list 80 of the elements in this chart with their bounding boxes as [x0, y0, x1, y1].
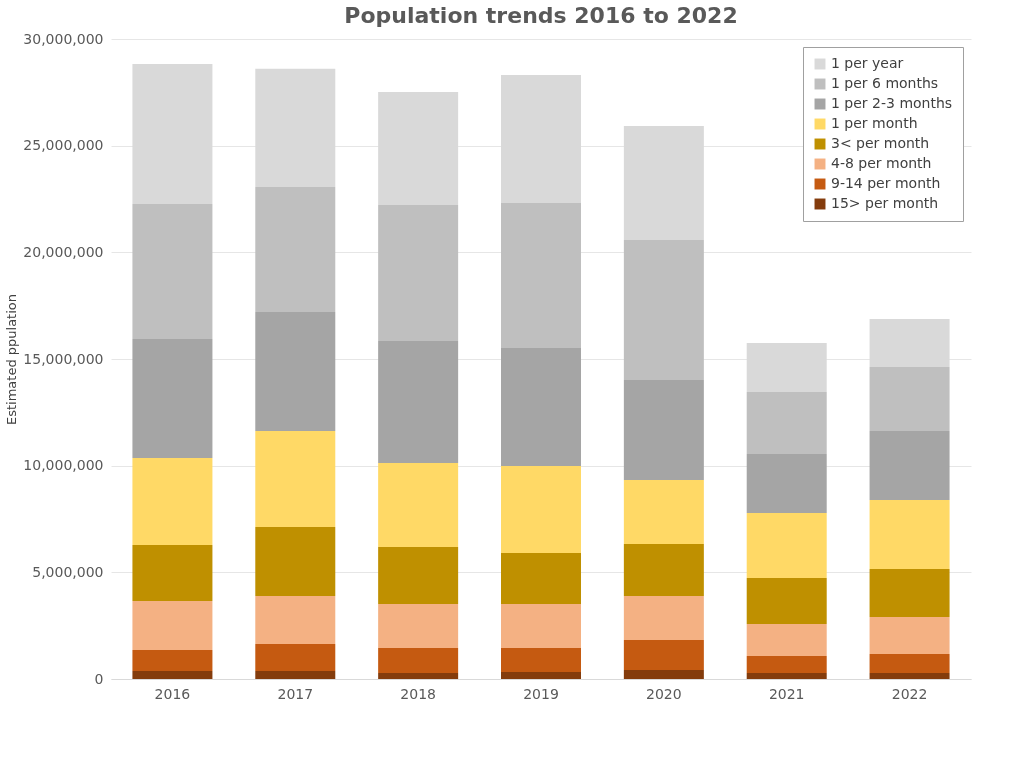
bar: [501, 603, 581, 649]
x-tick-label: 2022: [891, 685, 928, 702]
bar: [623, 670, 704, 679]
bar: [869, 654, 950, 674]
bar: [501, 671, 581, 679]
bar: [132, 545, 213, 601]
bar: [132, 671, 213, 679]
bar: [378, 648, 459, 674]
bar: [255, 312, 336, 431]
x-tick-label: 2017: [277, 685, 314, 702]
bar: [255, 671, 336, 679]
bar: [746, 513, 827, 579]
y-axis-title: Estimated ppulation: [4, 293, 20, 426]
legend-label: 1 per 2-3 months: [831, 95, 953, 111]
bar: [746, 673, 827, 679]
bar: [869, 318, 950, 367]
y-tick-label: 0: [94, 670, 104, 687]
bar: [746, 453, 827, 514]
bar: [378, 341, 459, 463]
y-tick-label: 15,000,000: [23, 350, 104, 367]
bar: [501, 348, 581, 467]
bar: [869, 500, 950, 569]
legend-label: 1 per 6 months: [831, 75, 939, 91]
bar: [132, 457, 213, 546]
bar: [501, 75, 581, 204]
x-tick-label: 2019: [523, 685, 559, 702]
y-tick-label: 5,000,000: [32, 563, 104, 580]
bar: [132, 338, 213, 458]
legend-label: 1 per month: [831, 115, 918, 131]
legend-label: 4-8 per month: [831, 155, 932, 171]
bar: [132, 63, 213, 204]
bar: [255, 430, 336, 527]
bar: [746, 655, 827, 674]
bar: [869, 568, 950, 617]
bar: [132, 649, 213, 672]
x-tick-label: 2020: [646, 685, 682, 702]
bar: [501, 648, 581, 672]
legend-label: 9-14 per month: [831, 175, 941, 191]
bar: [746, 343, 827, 393]
bar: [623, 126, 704, 240]
bar: [255, 187, 336, 313]
y-tick-label: 25,000,000: [23, 137, 104, 154]
bar: [869, 616, 950, 655]
y-tick-label: 20,000,000: [23, 243, 104, 260]
bar: [132, 600, 213, 650]
y-tick-label: 10,000,000: [23, 457, 104, 474]
bar: [255, 644, 336, 672]
bar: [869, 673, 950, 679]
bar: [501, 203, 581, 349]
bar: [255, 68, 336, 188]
x-tick-label: 2016: [154, 685, 191, 702]
bar: [378, 603, 459, 649]
legend-label: 15> per month: [831, 195, 939, 211]
bar: [746, 578, 827, 624]
bar: [746, 623, 827, 656]
chart-title: Population trends 2016 to 2022: [344, 3, 738, 28]
bar: [378, 673, 459, 679]
x-tick-label: 2021: [768, 685, 805, 702]
bar: [623, 379, 704, 480]
bar: [623, 596, 704, 640]
bar: [869, 366, 950, 431]
bar: [378, 204, 459, 342]
y-tick-label: 30,000,000: [23, 30, 104, 47]
bar: [378, 91, 459, 205]
legend-label: 1 per year: [831, 55, 904, 71]
bar: [623, 479, 704, 544]
bar: [378, 546, 459, 604]
bar: [378, 462, 459, 547]
bar: [746, 392, 827, 454]
bar: [501, 466, 581, 553]
bar: [623, 239, 704, 380]
bar: [132, 203, 213, 339]
bar: [869, 430, 950, 501]
bar: [501, 552, 581, 604]
bar: [255, 596, 336, 645]
bar: [255, 526, 336, 597]
legend-label: 3< per month: [831, 135, 930, 151]
x-tick-label: 2018: [400, 685, 436, 702]
bar: [623, 639, 704, 671]
bar: [623, 543, 704, 597]
